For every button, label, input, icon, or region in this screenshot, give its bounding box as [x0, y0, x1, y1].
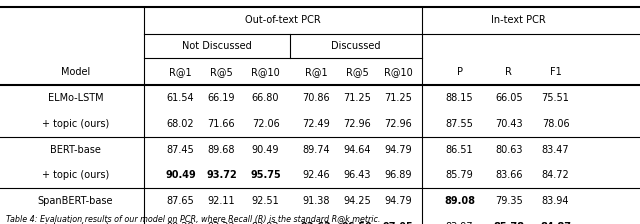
Text: 87.45: 87.45 — [166, 144, 195, 155]
Text: 70.43: 70.43 — [495, 119, 523, 129]
Text: 71.25: 71.25 — [384, 93, 412, 103]
Text: 96.43: 96.43 — [344, 170, 371, 180]
Text: Not Discussed: Not Discussed — [182, 41, 252, 51]
Text: Table 4: Evaluation results of our model on PCR, where Recall (R) is the standar: Table 4: Evaluation results of our model… — [6, 214, 381, 223]
Text: 78.06: 78.06 — [541, 119, 570, 129]
Text: 85.79: 85.79 — [445, 170, 474, 180]
Text: 92.51: 92.51 — [252, 196, 280, 206]
Text: R@10: R@10 — [384, 67, 412, 77]
Text: 90.49: 90.49 — [252, 144, 279, 155]
Text: 66.19: 66.19 — [208, 93, 235, 103]
Text: 96.89: 96.89 — [385, 170, 412, 180]
Text: 90.28: 90.28 — [166, 222, 195, 224]
Text: 70.86: 70.86 — [302, 93, 330, 103]
Text: 94.79: 94.79 — [384, 144, 412, 155]
Text: 61.54: 61.54 — [166, 93, 195, 103]
Text: F1: F1 — [550, 67, 561, 77]
Text: R: R — [506, 67, 512, 77]
Text: + topic (ours): + topic (ours) — [42, 119, 109, 129]
Text: 97.05: 97.05 — [383, 222, 413, 224]
Text: 72.06: 72.06 — [252, 119, 280, 129]
Text: R@1: R@1 — [305, 67, 328, 77]
Text: 92.11: 92.11 — [207, 196, 236, 206]
Text: 72.96: 72.96 — [343, 119, 371, 129]
Text: Model: Model — [61, 67, 90, 77]
Text: 85.78: 85.78 — [493, 222, 524, 224]
Text: 93.32: 93.32 — [207, 222, 236, 224]
Text: 94.64: 94.64 — [344, 144, 371, 155]
Text: 71.25: 71.25 — [343, 93, 371, 103]
Text: 92.46: 92.46 — [302, 170, 330, 180]
Text: 87.65: 87.65 — [166, 196, 195, 206]
Text: 80.63: 80.63 — [495, 144, 522, 155]
Text: P: P — [456, 67, 463, 77]
Text: R@5: R@5 — [346, 67, 369, 77]
Text: In-text PCR: In-text PCR — [491, 15, 546, 25]
Text: 83.66: 83.66 — [495, 170, 522, 180]
Text: 68.02: 68.02 — [166, 119, 195, 129]
Text: 95.75: 95.75 — [250, 170, 281, 180]
Text: + topic (ours): + topic (ours) — [42, 170, 109, 180]
Text: 89.68: 89.68 — [208, 144, 235, 155]
Text: 91.38: 91.38 — [303, 196, 330, 206]
Text: 66.80: 66.80 — [252, 93, 279, 103]
Text: 90.49: 90.49 — [165, 170, 196, 180]
Text: 94.25: 94.25 — [343, 196, 371, 206]
Text: + topic (ours): + topic (ours) — [42, 222, 109, 224]
Text: 89.74: 89.74 — [302, 144, 330, 155]
Text: 72.49: 72.49 — [302, 119, 330, 129]
Text: R@10: R@10 — [252, 67, 280, 77]
Text: SpanBERT-base: SpanBERT-base — [38, 196, 113, 206]
Text: 86.51: 86.51 — [445, 144, 474, 155]
Text: Out-of-text PCR: Out-of-text PCR — [245, 15, 321, 25]
Text: 75.51: 75.51 — [541, 93, 570, 103]
Text: 71.66: 71.66 — [207, 119, 236, 129]
Text: 93.72: 93.72 — [206, 170, 237, 180]
Text: 66.05: 66.05 — [495, 93, 523, 103]
Text: 96.50: 96.50 — [342, 222, 372, 224]
Text: 79.35: 79.35 — [495, 196, 523, 206]
Text: R@1: R@1 — [169, 67, 192, 77]
Text: 93.63: 93.63 — [301, 222, 332, 224]
Text: 72.96: 72.96 — [384, 119, 412, 129]
Text: Discussed: Discussed — [332, 41, 381, 51]
Text: 87.55: 87.55 — [445, 119, 474, 129]
Text: 93.93: 93.93 — [252, 222, 279, 224]
Text: 94.79: 94.79 — [384, 196, 412, 206]
Text: 84.72: 84.72 — [541, 170, 570, 180]
Text: 84.87: 84.87 — [540, 222, 571, 224]
Text: 83.94: 83.94 — [542, 196, 569, 206]
Text: 83.97: 83.97 — [445, 222, 474, 224]
Text: 89.08: 89.08 — [444, 196, 475, 206]
Text: 88.15: 88.15 — [445, 93, 474, 103]
Text: BERT-base: BERT-base — [50, 144, 101, 155]
Text: R@5: R@5 — [210, 67, 233, 77]
Text: ELMo-LSTM: ELMo-LSTM — [48, 93, 103, 103]
Text: 83.47: 83.47 — [541, 144, 570, 155]
